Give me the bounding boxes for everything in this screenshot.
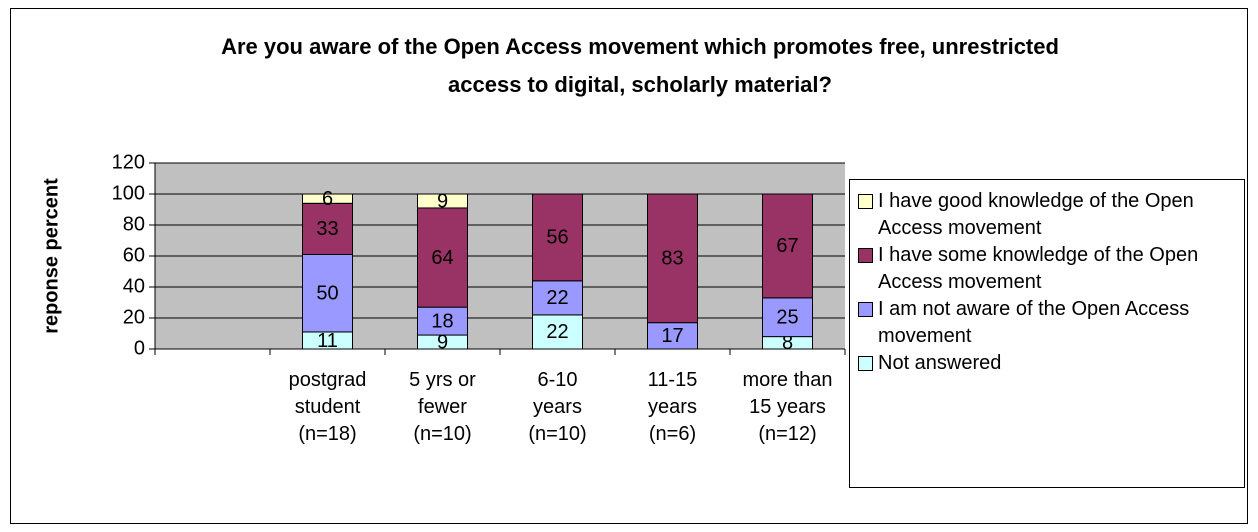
y-tick-label: 120 [112,151,145,173]
legend-label: I am not aware of the Open Access moveme… [878,298,1190,347]
y-tick-label: 60 [123,244,145,266]
legend-label: Not answered [878,352,1002,374]
x-tick-label: 5 yrs or fewer (n=10) [409,369,476,445]
data-label: 8 [782,332,793,354]
x-tick-label: postgrad student (n=18) [288,369,367,445]
data-label: 56 [546,227,568,249]
bar-segment [302,193,353,204]
data-label: 22 [546,287,568,309]
data-label: 6 [322,188,333,210]
x-tick-label: 6-10 years (n=10) [528,369,587,445]
data-label: 50 [316,282,338,304]
legend-swatch [858,302,873,317]
x-tick-label: 11-15 years (n=6) [647,369,698,445]
bar-segment [762,297,813,338]
legend-label: I have good knowledge of the Open Access… [878,190,1194,239]
data-label: 33 [316,218,338,240]
legend: I have good knowledge of the Open Access… [849,179,1245,488]
bar-segment [762,193,813,299]
x-tick-label: more than 15 years (n=12) [742,369,833,445]
legend-item: I have some knowledge of the Open Access… [858,242,1240,296]
y-tick-label: 80 [123,213,145,235]
legend-swatch [858,356,873,371]
legend-item: I am not aware of the Open Access moveme… [858,296,1240,350]
y-tick-label: 100 [112,182,145,204]
legend-item: Not answered [858,350,1240,377]
bar-segment [647,193,698,324]
data-label: 9 [437,190,448,212]
bar-segment [647,322,698,350]
y-axis-label: reponse percent [40,178,62,334]
legend-swatch [858,248,873,263]
legend-label: I have some knowledge of the Open Access… [878,244,1199,293]
bar-segment [532,314,583,350]
bar-segment [532,193,583,282]
data-label: 18 [431,310,453,332]
data-label: 67 [776,235,798,257]
data-label: 17 [661,325,683,347]
legend-swatch [858,194,873,209]
y-tick-label: 40 [123,275,145,297]
data-label: 11 [317,330,338,352]
data-label: 9 [437,331,448,353]
bar-segment [302,253,353,333]
data-label: 64 [431,247,453,269]
bar-segment [302,202,353,255]
chart-title: Are you aware of the Open Access movemen… [221,34,1059,97]
y-tick-label: 20 [123,306,145,328]
bar-segment [417,193,468,209]
y-tick-label: 0 [134,337,145,359]
bar-segment [417,306,468,336]
data-label: 25 [776,307,798,329]
data-label: 22 [546,321,568,343]
data-label: 83 [661,248,683,270]
legend-item: I have good knowledge of the Open Access… [858,188,1240,242]
bar-segment [417,207,468,308]
